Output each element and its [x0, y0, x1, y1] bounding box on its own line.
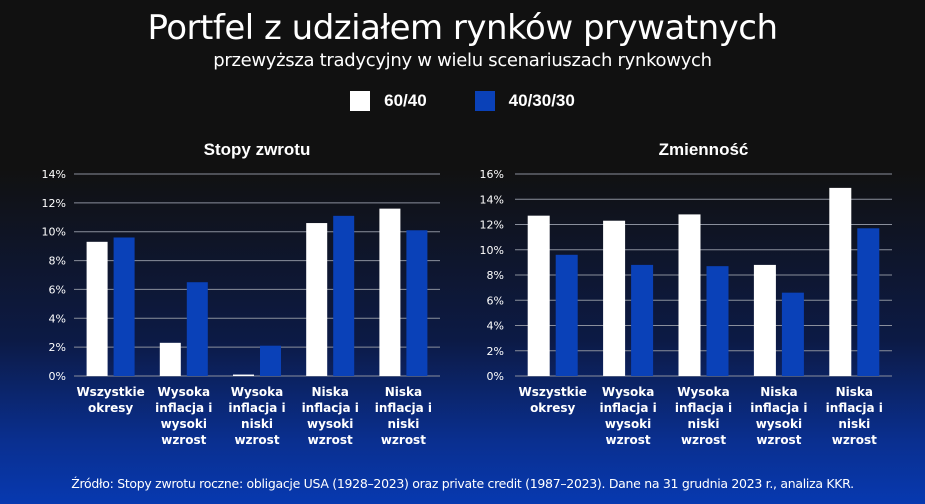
bar-60-40	[306, 223, 328, 376]
x-category-label: Wszystkie okresy	[519, 385, 587, 415]
y-tick-label: 8%	[49, 255, 66, 268]
x-category-label: Niska inflacja i wysoki wzrost	[750, 385, 807, 447]
bar-40-30-30	[631, 264, 654, 376]
x-category-label-line: Wysoka	[677, 385, 730, 399]
x-category-label-line: inflacja i	[599, 401, 656, 415]
y-tick-label: 6%	[49, 283, 66, 296]
bar-60-40	[159, 342, 181, 376]
x-category-label: Wysoka inflacja i niski wzrost	[228, 385, 285, 447]
y-tick-label: 10%	[42, 226, 66, 239]
bar-60-40	[678, 214, 701, 376]
legend: 60/40 40/30/30	[0, 91, 925, 111]
x-category-label-line: inflacja i	[675, 401, 732, 415]
y-tick-label: 0%	[49, 370, 66, 383]
bar-60-40	[829, 187, 852, 376]
x-category-label-line: Niska	[836, 385, 873, 399]
x-category-label-line: wysoki	[307, 417, 353, 431]
x-category-label-line: Niska	[760, 385, 797, 399]
y-tick-label: 2%	[487, 345, 504, 358]
y-tick-label: 10%	[480, 244, 504, 257]
x-category-label-line: inflacja i	[228, 401, 285, 415]
x-category-label-line: wysoki	[756, 417, 802, 431]
page-subtitle: przewyższa tradycyjny w wielu scenariusz…	[213, 50, 712, 71]
y-tick-label: 4%	[487, 320, 504, 333]
x-category-label-line: Niska	[385, 385, 422, 399]
x-category-label-line: wzrost	[161, 433, 206, 447]
bar-60-40	[233, 374, 254, 376]
x-category-label: Niska inflacja i niski wzrost	[826, 385, 883, 447]
x-category-label-line: Wszystkie	[519, 385, 587, 399]
y-tick-label: 6%	[487, 294, 504, 307]
x-category-label-line: inflacja i	[375, 401, 432, 415]
bar-60-40	[379, 208, 401, 376]
x-category-label-line: wysoki	[161, 417, 207, 431]
x-category-label-line: wzrost	[756, 433, 801, 447]
legend-swatch-60-40	[350, 91, 371, 111]
bar-60-40	[527, 215, 550, 376]
y-tick-label: 0%	[487, 370, 504, 383]
bar-40-30-30	[333, 215, 355, 376]
x-category-label-line: wzrost	[381, 433, 426, 447]
y-tick-label: 14%	[480, 193, 504, 206]
y-tick-label: 14%	[42, 168, 66, 181]
x-category-label-line: inflacja i	[302, 401, 359, 415]
x-category-label-line: wzrost	[606, 433, 651, 447]
bar-40-30-30	[186, 282, 208, 376]
x-category-label-line: Wysoka	[602, 385, 655, 399]
x-category-label-line: Wysoka	[231, 385, 284, 399]
chart-title-volatility: Zmienność	[658, 140, 749, 159]
legend-label: 40/30/30	[508, 91, 575, 110]
bar-60-40	[753, 264, 776, 376]
bar-40-30-30	[555, 254, 578, 376]
x-category-label-line: inflacja i	[826, 401, 883, 415]
y-tick-label: 8%	[487, 269, 504, 282]
y-tick-label: 12%	[480, 219, 504, 232]
x-category-label-line: niski	[688, 417, 720, 431]
x-category-label-line: Wszystkie	[76, 385, 144, 399]
x-category-label: Wysoka inflacja i wysoki wzrost	[599, 385, 656, 447]
x-category-label-line: okresy	[530, 401, 575, 415]
bar-40-30-30	[781, 292, 804, 376]
x-category-label-line: wysoki	[605, 417, 651, 431]
bar-40-30-30	[857, 228, 880, 376]
legend-item-40-30-30: 40/30/30	[474, 91, 575, 111]
x-category-label-line: wzrost	[681, 433, 726, 447]
x-category-label: Niska inflacja i wysoki wzrost	[302, 385, 359, 447]
legend-label: 60/40	[384, 91, 427, 110]
bar-40-30-30	[706, 266, 729, 376]
chart-title-returns: Stopy zwrotu	[203, 140, 311, 159]
y-tick-label: 12%	[42, 197, 66, 210]
y-tick-label: 2%	[49, 341, 66, 354]
x-category-label-line: Niska	[312, 385, 349, 399]
x-category-label-line: okresy	[88, 401, 133, 415]
x-category-label-line: niski	[241, 417, 273, 431]
x-category-label-line: niski	[387, 417, 419, 431]
page-title: Portfel z udziałem rynków prywatnych	[147, 8, 778, 48]
y-tick-label: 16%	[480, 168, 504, 181]
x-category-label-line: wzrost	[234, 433, 279, 447]
bar-40-30-30	[406, 230, 428, 376]
x-category-label: Wysoka inflacja i wysoki wzrost	[155, 385, 212, 447]
x-category-label: Wysoka inflacja i niski wzrost	[675, 385, 732, 447]
x-category-label-line: wzrost	[308, 433, 353, 447]
x-category-label-line: Wysoka	[158, 385, 211, 399]
x-category-label-line: inflacja i	[155, 401, 212, 415]
x-category-label: Wszystkie okresy	[76, 385, 144, 415]
x-category-label-line: inflacja i	[750, 401, 807, 415]
source-footnote: Źródło: Stopy zwrotu roczne: obligacje U…	[71, 476, 854, 491]
bar-40-30-30	[113, 237, 135, 376]
bar-60-40	[86, 241, 108, 376]
y-tick-label: 4%	[49, 312, 66, 325]
x-category-label: Niska inflacja i niski wzrost	[375, 385, 432, 447]
legend-swatch-40-30-30	[474, 91, 495, 111]
bar-40-30-30	[260, 345, 281, 376]
x-category-label-line: wzrost	[832, 433, 877, 447]
legend-item-60-40: 60/40	[350, 91, 427, 111]
x-category-label-line: niski	[838, 417, 870, 431]
bar-60-40	[603, 220, 626, 376]
